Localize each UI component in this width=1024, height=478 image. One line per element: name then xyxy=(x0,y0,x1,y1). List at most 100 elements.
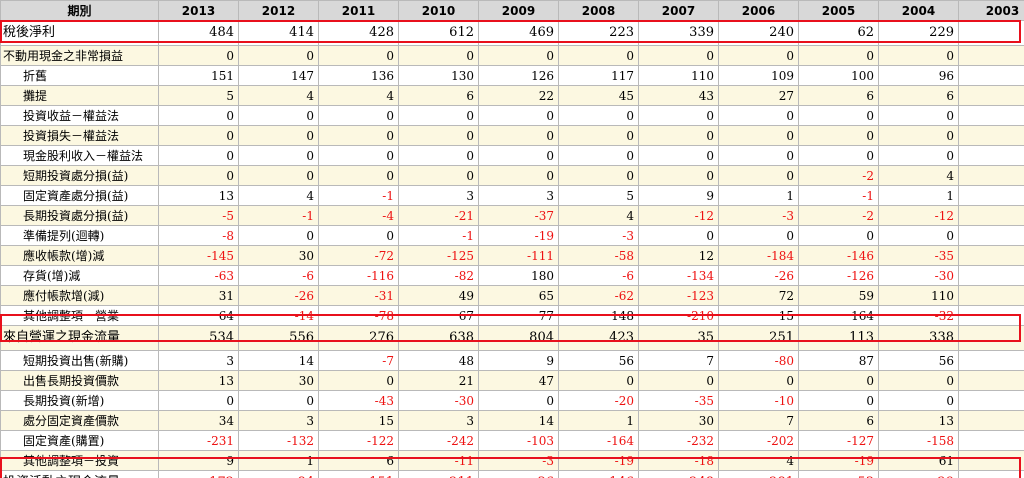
value-cell: 0 xyxy=(158,105,239,126)
row-label: 出售長期投資價款 xyxy=(0,370,159,391)
value-cell: 0 xyxy=(638,105,719,126)
row-label: 處分固定資產價款 xyxy=(0,410,159,431)
value-cell: -84 xyxy=(238,470,319,478)
value-cell: -58 xyxy=(558,245,639,266)
value-cell: 0 xyxy=(718,370,799,391)
row-label: 現金股利收入－權益法 xyxy=(0,145,159,166)
value-cell: -19 xyxy=(798,450,879,471)
table-row: 投資收益－權益法 0 0 0 0 0 0 0 0 0 0 xyxy=(0,105,1024,126)
value-cell: 67 xyxy=(398,305,479,326)
table-row: 來自營運之現金流量 534 556 276 638 804 423 35 251 113 338 xyxy=(0,325,1024,351)
value-cell: 59 xyxy=(798,285,879,306)
value-cell: -30 xyxy=(878,265,959,286)
table-body: 稅後淨利 484 414 428 612 469 223 339 240 62 229 不動用現金之非… xyxy=(0,20,1024,478)
value-cell: 1 xyxy=(718,185,799,206)
value-cell: 0 xyxy=(718,45,799,66)
value-cell: -146 xyxy=(798,245,879,266)
value-cell: 0 xyxy=(158,390,239,411)
row-label: 來自營運之現金流量 xyxy=(0,325,159,351)
value-cell xyxy=(958,65,1024,86)
value-cell: -12 xyxy=(638,205,719,226)
value-cell: 0 xyxy=(558,145,639,166)
value-cell: 5 xyxy=(558,185,639,206)
value-cell: -20 xyxy=(558,390,639,411)
value-cell xyxy=(958,125,1024,146)
table-row: 折舊 151 147 136 130 126 117 110 109 100 96 xyxy=(0,65,1024,86)
value-cell: 484 xyxy=(158,20,239,46)
value-cell: -82 xyxy=(398,265,479,286)
value-cell: -12 xyxy=(878,205,959,226)
table-row: 固定資產處分損(益) 13 4 -1 3 3 5 9 1 -1 1 xyxy=(0,185,1024,206)
table-row: 其他調整項－營業 64 -14 -78 67 77 148 -210 15 164 -32 xyxy=(0,305,1024,326)
value-cell: 126 xyxy=(478,65,559,86)
value-cell: 6 xyxy=(878,85,959,106)
value-cell: 43 xyxy=(638,85,719,106)
value-cell: -132 xyxy=(238,430,319,451)
value-cell: 414 xyxy=(238,20,319,46)
value-cell: 0 xyxy=(398,125,479,146)
value-cell: -231 xyxy=(158,430,239,451)
row-label: 其他調整項－投資 xyxy=(0,450,159,471)
value-cell xyxy=(958,45,1024,66)
value-cell: 0 xyxy=(158,125,239,146)
value-cell: 0 xyxy=(558,45,639,66)
table-header-row: 期別 2013 2012 2011 2010 2009 2008 2007 2006 2005 2… xyxy=(0,0,1024,21)
value-cell: -211 xyxy=(398,470,479,478)
value-cell: -78 xyxy=(318,305,399,326)
value-cell: 151 xyxy=(158,65,239,86)
value-cell xyxy=(958,105,1024,126)
value-cell: 109 xyxy=(718,65,799,86)
value-cell: 7 xyxy=(718,410,799,431)
value-cell: 612 xyxy=(398,20,479,46)
value-cell: 4 xyxy=(558,205,639,226)
value-cell: 113 xyxy=(798,325,879,351)
value-cell xyxy=(958,225,1024,246)
value-cell: 0 xyxy=(878,390,959,411)
value-cell: -35 xyxy=(878,245,959,266)
value-cell: 49 xyxy=(398,285,479,306)
value-cell: 164 xyxy=(798,305,879,326)
value-cell xyxy=(958,165,1024,186)
value-cell: 34 xyxy=(158,410,239,431)
value-cell: 0 xyxy=(558,165,639,186)
value-cell xyxy=(958,325,1024,351)
table-row: 現金股利收入－權益法 0 0 0 0 0 0 0 0 0 0 xyxy=(0,145,1024,166)
value-cell: 0 xyxy=(238,145,319,166)
value-cell: 45 xyxy=(558,85,639,106)
value-cell: 31 xyxy=(158,285,239,306)
value-cell: -43 xyxy=(318,390,399,411)
value-cell: 0 xyxy=(478,390,559,411)
value-cell: 0 xyxy=(878,45,959,66)
value-cell: 27 xyxy=(718,85,799,106)
value-cell: 3 xyxy=(398,185,479,206)
value-cell: 48 xyxy=(398,350,479,371)
value-cell: -1 xyxy=(238,205,319,226)
value-cell: 0 xyxy=(478,105,559,126)
value-cell: -184 xyxy=(718,245,799,266)
value-cell: 1 xyxy=(238,450,319,471)
value-cell: 72 xyxy=(718,285,799,306)
value-cell: -202 xyxy=(718,430,799,451)
value-cell: -29 xyxy=(878,470,959,478)
value-cell xyxy=(958,350,1024,371)
value-cell: -11 xyxy=(398,450,479,471)
table-row: 出售長期投資價款 13 30 0 21 47 0 0 0 0 0 xyxy=(0,370,1024,391)
value-cell: 534 xyxy=(158,325,239,351)
value-cell: 3 xyxy=(238,410,319,431)
value-cell: -21 xyxy=(398,205,479,226)
value-cell: -111 xyxy=(478,245,559,266)
value-cell: 0 xyxy=(638,370,719,391)
value-cell: 5 xyxy=(158,85,239,106)
value-cell: 638 xyxy=(398,325,479,351)
value-cell: 0 xyxy=(398,145,479,166)
value-cell: 0 xyxy=(318,165,399,186)
value-cell: -5 xyxy=(158,205,239,226)
table-row: 應收帳款(增)減 -145 30 -72 -125 -111 -58 12 -184 -146 -3… xyxy=(0,245,1024,266)
year-header: 2005 xyxy=(798,0,879,21)
table-row: 存貨(增)減 -63 -6 -116 -82 180 -6 -134 -26 -126 -30 xyxy=(0,265,1024,286)
value-cell: 3 xyxy=(398,410,479,431)
value-cell: 0 xyxy=(878,370,959,391)
value-cell: 148 xyxy=(558,305,639,326)
